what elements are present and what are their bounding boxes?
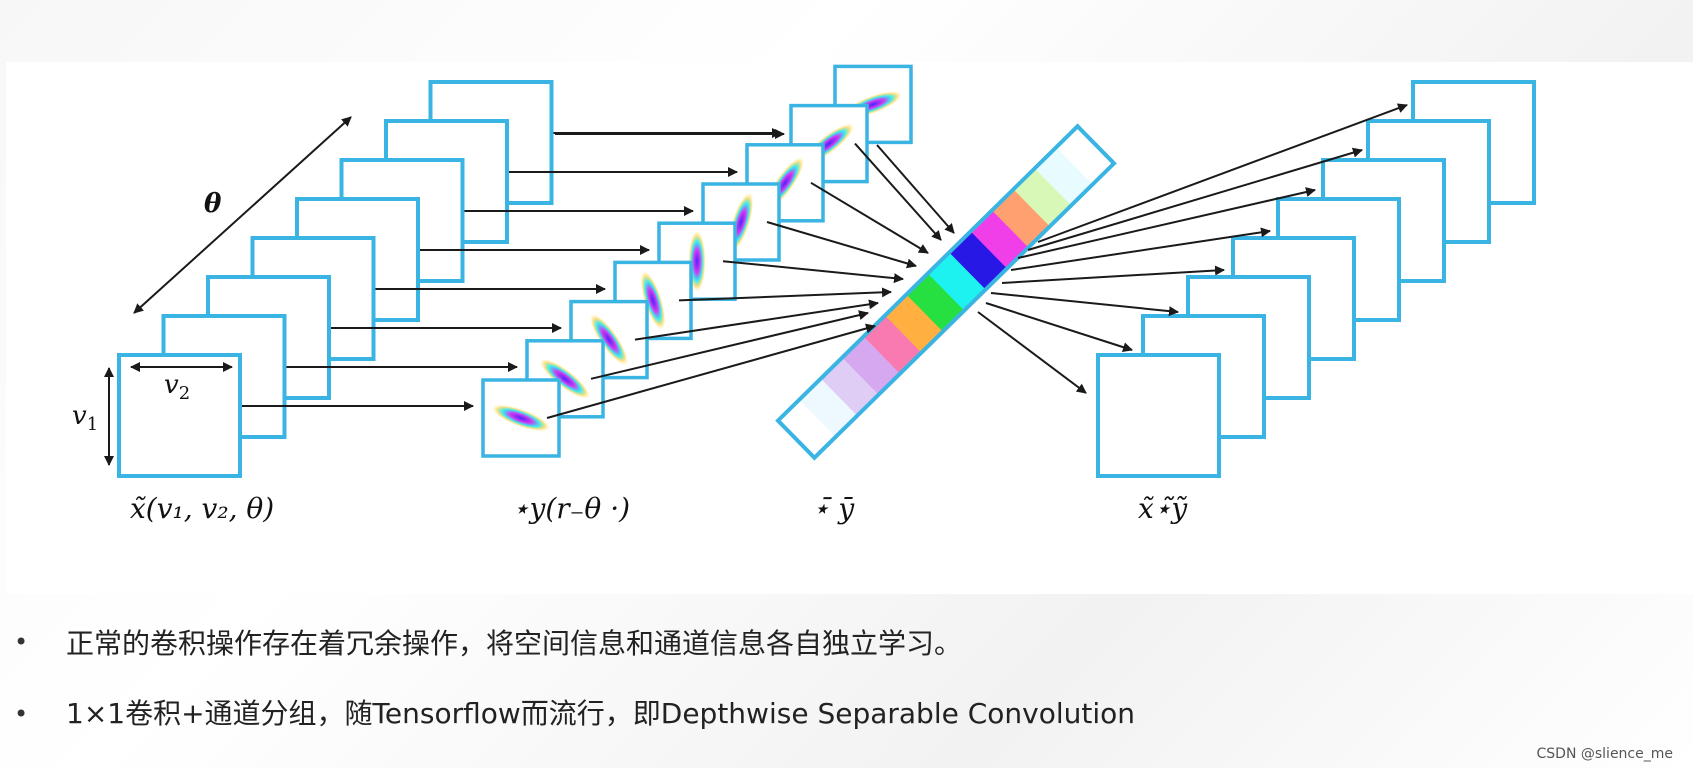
- channel-cell: [799, 378, 858, 437]
- arrow: [1037, 103, 1408, 243]
- channel-cell: [842, 336, 901, 395]
- channel-bar: [775, 123, 1117, 461]
- arrow: [590, 310, 869, 380]
- channel-cell: [777, 399, 837, 458]
- channel-cell: [1013, 167, 1072, 227]
- arrow: [678, 287, 892, 302]
- input-to-filter-arrows: [242, 128, 785, 411]
- channel-cell: [991, 188, 1051, 248]
- filter-kernel-blob: [539, 358, 591, 400]
- arrow: [766, 221, 917, 269]
- channel-cell: [927, 252, 986, 311]
- arrow: [1001, 265, 1225, 284]
- v1-label: v1: [72, 401, 98, 435]
- bullet-text: 正常的卷积操作存在着冗余操作，将空间信息和通道信息各自独立学习。: [66, 627, 963, 660]
- output-feature-stack: [1096, 80, 1536, 478]
- arrow: [990, 292, 1179, 317]
- channel-bar-body: [775, 123, 1117, 461]
- arrow: [876, 144, 955, 234]
- arrow: [634, 299, 879, 341]
- channel-caption: ⋆̄ ȳ: [812, 492, 855, 525]
- bullet-marker: •: [14, 700, 29, 728]
- arrow: [1010, 227, 1271, 271]
- channel-bar-frame: [775, 123, 1117, 461]
- theta-axis-arrow: [133, 116, 352, 314]
- input-caption: x̃(v₁, v₂, θ): [130, 492, 274, 525]
- output-caption: x̃⋆̃ỹ: [1138, 492, 1188, 525]
- theta-label: θ: [204, 189, 222, 219]
- v2-label: v2: [164, 370, 190, 404]
- channel-cell: [863, 315, 922, 374]
- filter-kernel-blob: [490, 404, 552, 432]
- channel-cell: [1034, 146, 1093, 206]
- arrow: [722, 260, 904, 284]
- channel-cell: [884, 294, 944, 353]
- filter-kernel-blob: [640, 269, 666, 332]
- arrow: [977, 311, 1087, 394]
- channel-cell: [1056, 125, 1115, 185]
- channel-cell: [906, 273, 965, 332]
- channel-cell: [949, 231, 1008, 290]
- arrow: [854, 142, 942, 241]
- filter-tile: [481, 378, 561, 458]
- arrow: [985, 302, 1133, 353]
- diagram-panel: θ v2 v1 x̃(v₁, v₂, θ) ⋆y(r₋θ ·) ⋆̄ ȳ x̃⋆…: [6, 62, 1693, 594]
- filter-to-bar-arrows: [546, 142, 955, 419]
- bar-to-output-arrows: [977, 103, 1408, 394]
- output-frame: [1096, 353, 1221, 478]
- depthwise-convolution-diagram: θ v2 v1 x̃(v₁, v₂, θ) ⋆y(r₋θ ·) ⋆̄ ȳ x̃⋆…: [72, 64, 1536, 525]
- bullet-text: 1×1卷积+通道分组，随Tensorflow而流行，即Depthwise Sep…: [66, 697, 1136, 730]
- channel-cell: [820, 357, 879, 416]
- arrow: [546, 323, 876, 419]
- bullet-marker: •: [14, 628, 29, 656]
- channel-cell: [970, 210, 1029, 269]
- filter-caption: ⋆y(r₋θ ·): [512, 492, 630, 525]
- watermark: CSDN @slience_me: [1536, 746, 1674, 762]
- arrow: [810, 181, 929, 254]
- arrow: [1017, 187, 1316, 259]
- input-frame: [117, 353, 242, 478]
- filter-kernel-blob: [589, 312, 629, 367]
- arrow: [1027, 147, 1363, 251]
